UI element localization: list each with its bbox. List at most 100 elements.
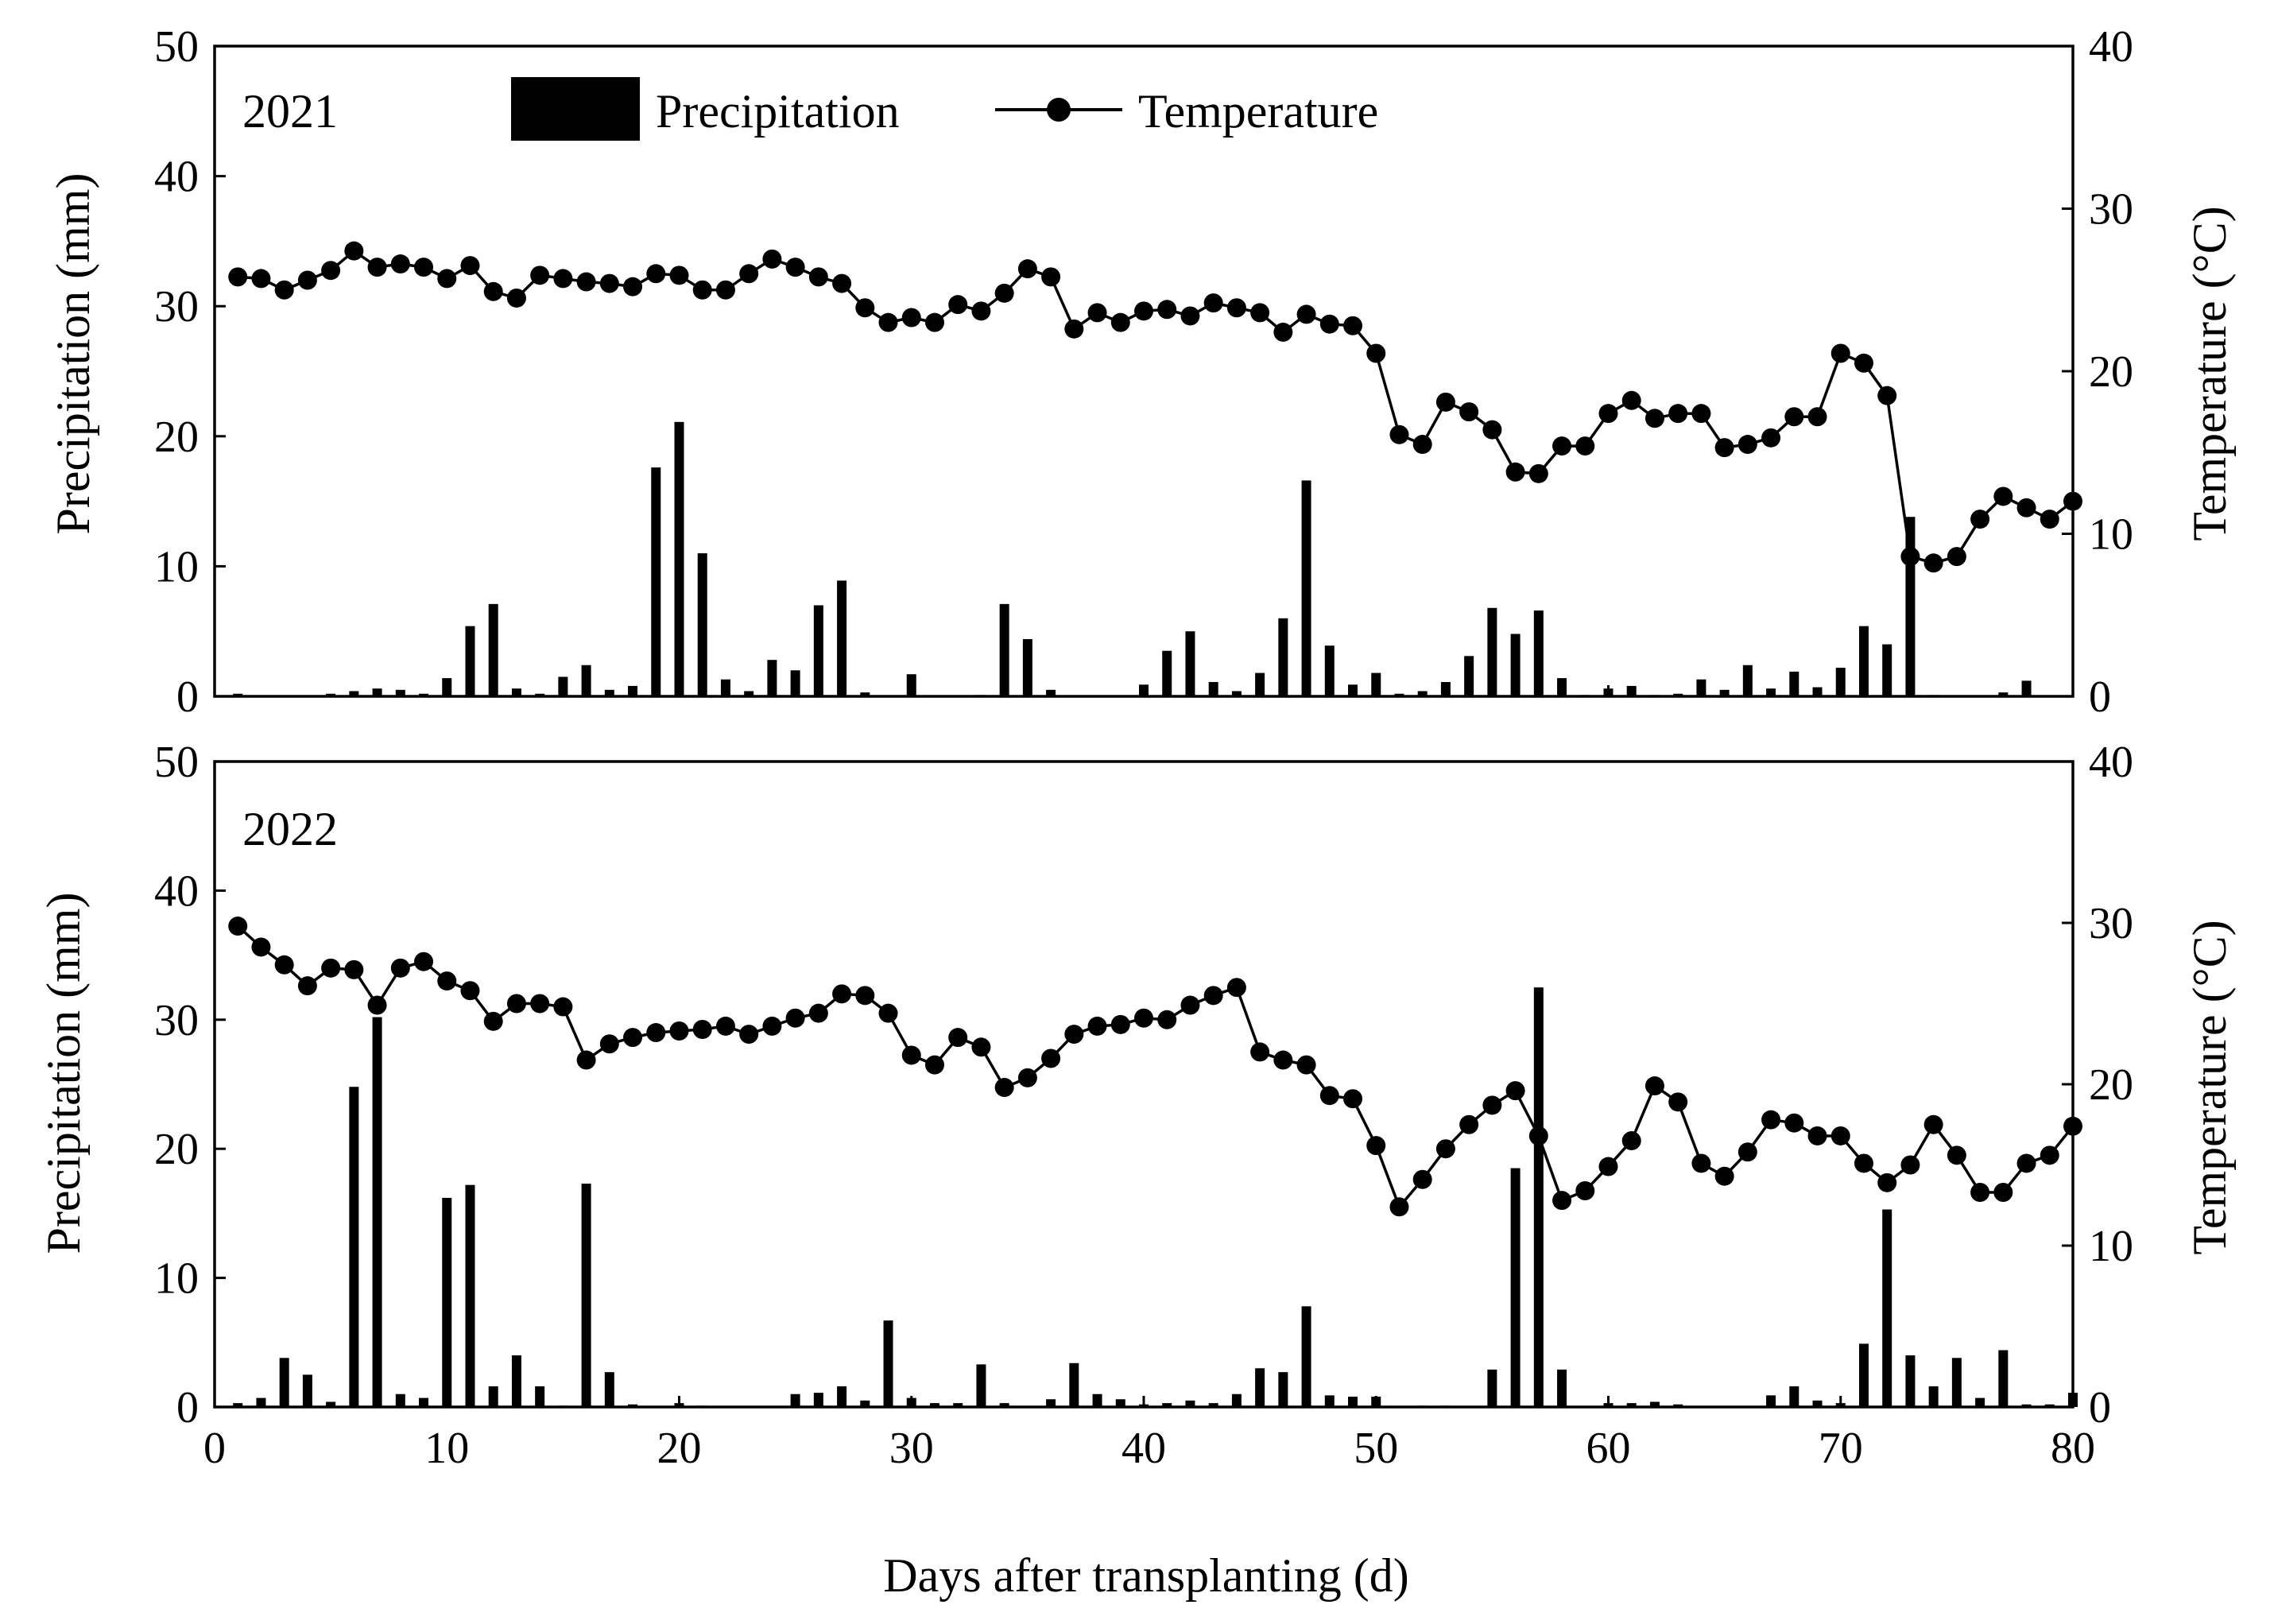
precip-bar-day-43 [1208, 682, 1218, 696]
temperature-point-day-61 [1621, 390, 1641, 410]
precip-bar-day-55 [1487, 1369, 1497, 1407]
temperature-point-day-60 [1598, 404, 1618, 424]
precip-bar-day-48 [1324, 645, 1335, 696]
precip-bar-day-58 [1557, 678, 1567, 696]
precip-bar-day-58 [1557, 1369, 1567, 1407]
temperature-point-day-31 [924, 312, 944, 332]
x-tick-label-50: 50 [1354, 1424, 1398, 1473]
temperature-point-day-68 [1784, 1113, 1804, 1133]
temperature-point-day-25 [785, 1008, 805, 1028]
precip-bar-day-2 [256, 1397, 266, 1407]
precip-bar-day-6 [349, 1087, 359, 1407]
temperature-point-day-38 [1087, 1016, 1107, 1036]
temperature-point-day-48 [1319, 314, 1339, 334]
precip-bar-day-13 [511, 1355, 521, 1407]
precip-bar-day-23 [744, 691, 754, 696]
temperature-point-day-37 [1064, 319, 1084, 339]
temperature-point-day-23 [739, 1025, 759, 1045]
temperature-point-day-73 [1900, 1155, 1920, 1175]
left-tick-label-20: 20 [154, 1125, 199, 1174]
precip-bar-day-49 [1348, 1397, 1358, 1407]
temperature-line-2021 [228, 241, 2082, 573]
precip-bar-day-47 [1301, 1306, 1311, 1407]
precip-bar-day-64 [1696, 679, 1706, 696]
precip-bar-day-8 [395, 1393, 405, 1407]
temperature-point-day-9 [414, 258, 434, 277]
temperature-point-day-42 [1180, 306, 1200, 326]
precip-bar-day-61 [1626, 685, 1637, 696]
temperature-point-day-3 [274, 280, 294, 300]
temperature-point-day-12 [483, 281, 503, 301]
left-tick-label-10: 10 [154, 542, 199, 591]
panel-year-label-2022: 2022 [242, 803, 338, 855]
precip-bar-day-41 [1162, 1403, 1172, 1407]
precip-bar-day-29 [883, 1320, 893, 1407]
temperature-point-day-22 [715, 1016, 735, 1036]
temperature-point-day-66 [1737, 1142, 1757, 1162]
precip-bar-day-71 [1858, 1343, 1869, 1407]
precip-bar-day-41 [1162, 650, 1172, 696]
temperature-point-day-13 [506, 288, 526, 308]
precip-bar-day-53 [1440, 682, 1451, 696]
x-tick-label-0: 0 [203, 1424, 226, 1473]
left-tick-label-50: 50 [154, 22, 199, 72]
temperature-point-day-57 [1528, 1126, 1548, 1145]
temperature-point-day-10 [437, 269, 457, 289]
temperature-point-day-43 [1203, 986, 1223, 1006]
precip-bar-day-65 [1719, 689, 1730, 696]
temperature-point-day-52 [1412, 435, 1432, 455]
temperature-point-day-79 [2040, 510, 2059, 529]
precip-bar-day-26 [813, 1393, 823, 1407]
temperature-point-day-19 [646, 1023, 666, 1043]
temperature-point-day-40 [1134, 301, 1153, 321]
temperature-point-day-73 [1900, 547, 1920, 567]
precip-bar-day-33 [976, 1364, 986, 1407]
temperature-point-day-62 [1644, 409, 1664, 428]
temperature-point-day-28 [855, 986, 875, 1006]
temperature-point-day-25 [785, 258, 805, 277]
axes-2022: 0 10 20 30 40 50 0 10 20 30 40 0 10 20 30 40 50 60 70 80 [154, 738, 2133, 1473]
precip-bar-day-38 [1092, 1393, 1102, 1407]
left-tick-label-40: 40 [154, 866, 199, 916]
precip-bar-day-55 [1487, 607, 1497, 696]
precip-bar-day-18 [628, 685, 638, 696]
temperature-point-day-55 [1482, 1095, 1502, 1115]
temperature-point-day-58 [1552, 1191, 1572, 1211]
temperature-point-day-4 [297, 270, 317, 290]
right-tick-label-40: 40 [2089, 738, 2133, 787]
precip-bar-day-56 [1510, 634, 1521, 696]
right-tick-label-30: 30 [2089, 899, 2133, 948]
temperature-point-day-77 [1993, 486, 2013, 506]
precip-bar-day-46 [1278, 618, 1288, 696]
temperature-point-day-65 [1714, 438, 1734, 458]
temperature-point-day-41 [1157, 300, 1177, 320]
precip-bar-day-24 [767, 660, 777, 696]
precip-bar-day-77 [1998, 692, 2009, 696]
temperature-point-day-11 [460, 256, 480, 276]
temperature-point-day-45 [1250, 1042, 1270, 1062]
temperature-point-day-2 [251, 269, 271, 289]
temperature-point-day-70 [1830, 343, 1850, 363]
precip-bar-day-39 [1115, 1399, 1125, 1407]
temperature-point-day-49 [1343, 316, 1363, 335]
precip-bar-day-77 [1998, 1350, 2009, 1407]
temperature-point-day-44 [1226, 978, 1246, 998]
temperature-point-day-77 [1993, 1183, 2013, 1203]
legend-precipitation-swatch [511, 77, 640, 141]
precip-bar-day-11 [465, 626, 475, 696]
temperature-point-day-18 [623, 277, 643, 297]
temperature-point-day-76 [1970, 1183, 1990, 1203]
precip-bar-day-16 [581, 665, 591, 696]
x-tick-label-60: 60 [1586, 1424, 1631, 1473]
precip-bar-day-50 [1371, 672, 1381, 696]
precipitation-bars-2021 [233, 421, 2032, 696]
precip-bar-day-4 [302, 1374, 312, 1407]
temperature-point-day-18 [623, 1028, 643, 1048]
temperature-point-day-64 [1691, 1153, 1711, 1173]
temperature-point-day-37 [1064, 1025, 1084, 1045]
right-tick-label-20: 20 [2089, 347, 2133, 397]
temperature-point-day-23 [739, 264, 759, 284]
precip-bar-day-26 [813, 605, 823, 696]
precip-bar-day-76 [1975, 1397, 1985, 1407]
temperature-point-day-53 [1435, 392, 1455, 412]
